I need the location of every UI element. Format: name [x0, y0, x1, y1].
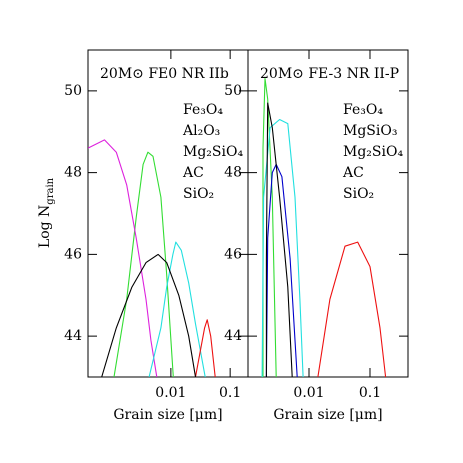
legend-entry: SiO₂ — [343, 186, 374, 202]
x-tick-label: 0.1 — [359, 385, 381, 401]
y-tick-label: 50 — [224, 83, 242, 99]
curve — [262, 78, 277, 377]
panel-title: 20M⊙ FE0 NR IIb — [100, 66, 229, 82]
legend-entry: Al₂O₃ — [182, 123, 220, 139]
curve — [265, 163, 298, 377]
legend-entry: Mg₂SiO₄ — [183, 144, 243, 160]
curve — [265, 102, 293, 377]
legend-entry: AC — [342, 165, 364, 181]
y-axis-label: Log Ngrain — [37, 177, 56, 248]
plot-area — [88, 139, 216, 377]
legend-entry: Fe₃O₄ — [183, 102, 223, 118]
curve — [194, 319, 216, 377]
legend-entry: Mg₂SiO₄ — [343, 144, 403, 160]
y-tick-label: 48 — [224, 165, 242, 181]
legend-entry: AC — [182, 165, 204, 181]
curve — [113, 151, 174, 377]
curve — [148, 241, 206, 377]
curve — [261, 118, 304, 377]
y-tick-label: 50 — [64, 83, 82, 99]
plot-area — [261, 78, 387, 377]
y-tick-label: 46 — [224, 246, 242, 262]
panel-frame — [247, 49, 409, 378]
y-tick-label: 48 — [64, 165, 82, 181]
legend-entry: MgSiO₃ — [343, 123, 397, 139]
x-axis-label: Grain size [μm] — [113, 407, 222, 423]
curve — [88, 139, 158, 377]
x-tick-label: 0.01 — [155, 385, 186, 401]
panel-title: 20M⊙ FE-3 NR II-P — [260, 66, 399, 82]
curve — [317, 241, 387, 377]
y-tick-label: 44 — [64, 328, 82, 344]
legend-entry: Fe₃O₄ — [343, 102, 383, 118]
x-tick-label: 0.01 — [293, 385, 324, 401]
curve — [101, 253, 197, 377]
x-axis-label: Grain size [μm] — [273, 407, 382, 423]
y-tick-label: 44 — [224, 328, 242, 344]
y-tick-label: 46 — [64, 246, 82, 262]
x-tick-label: 0.1 — [219, 385, 241, 401]
legend-entry: SiO₂ — [183, 186, 214, 202]
